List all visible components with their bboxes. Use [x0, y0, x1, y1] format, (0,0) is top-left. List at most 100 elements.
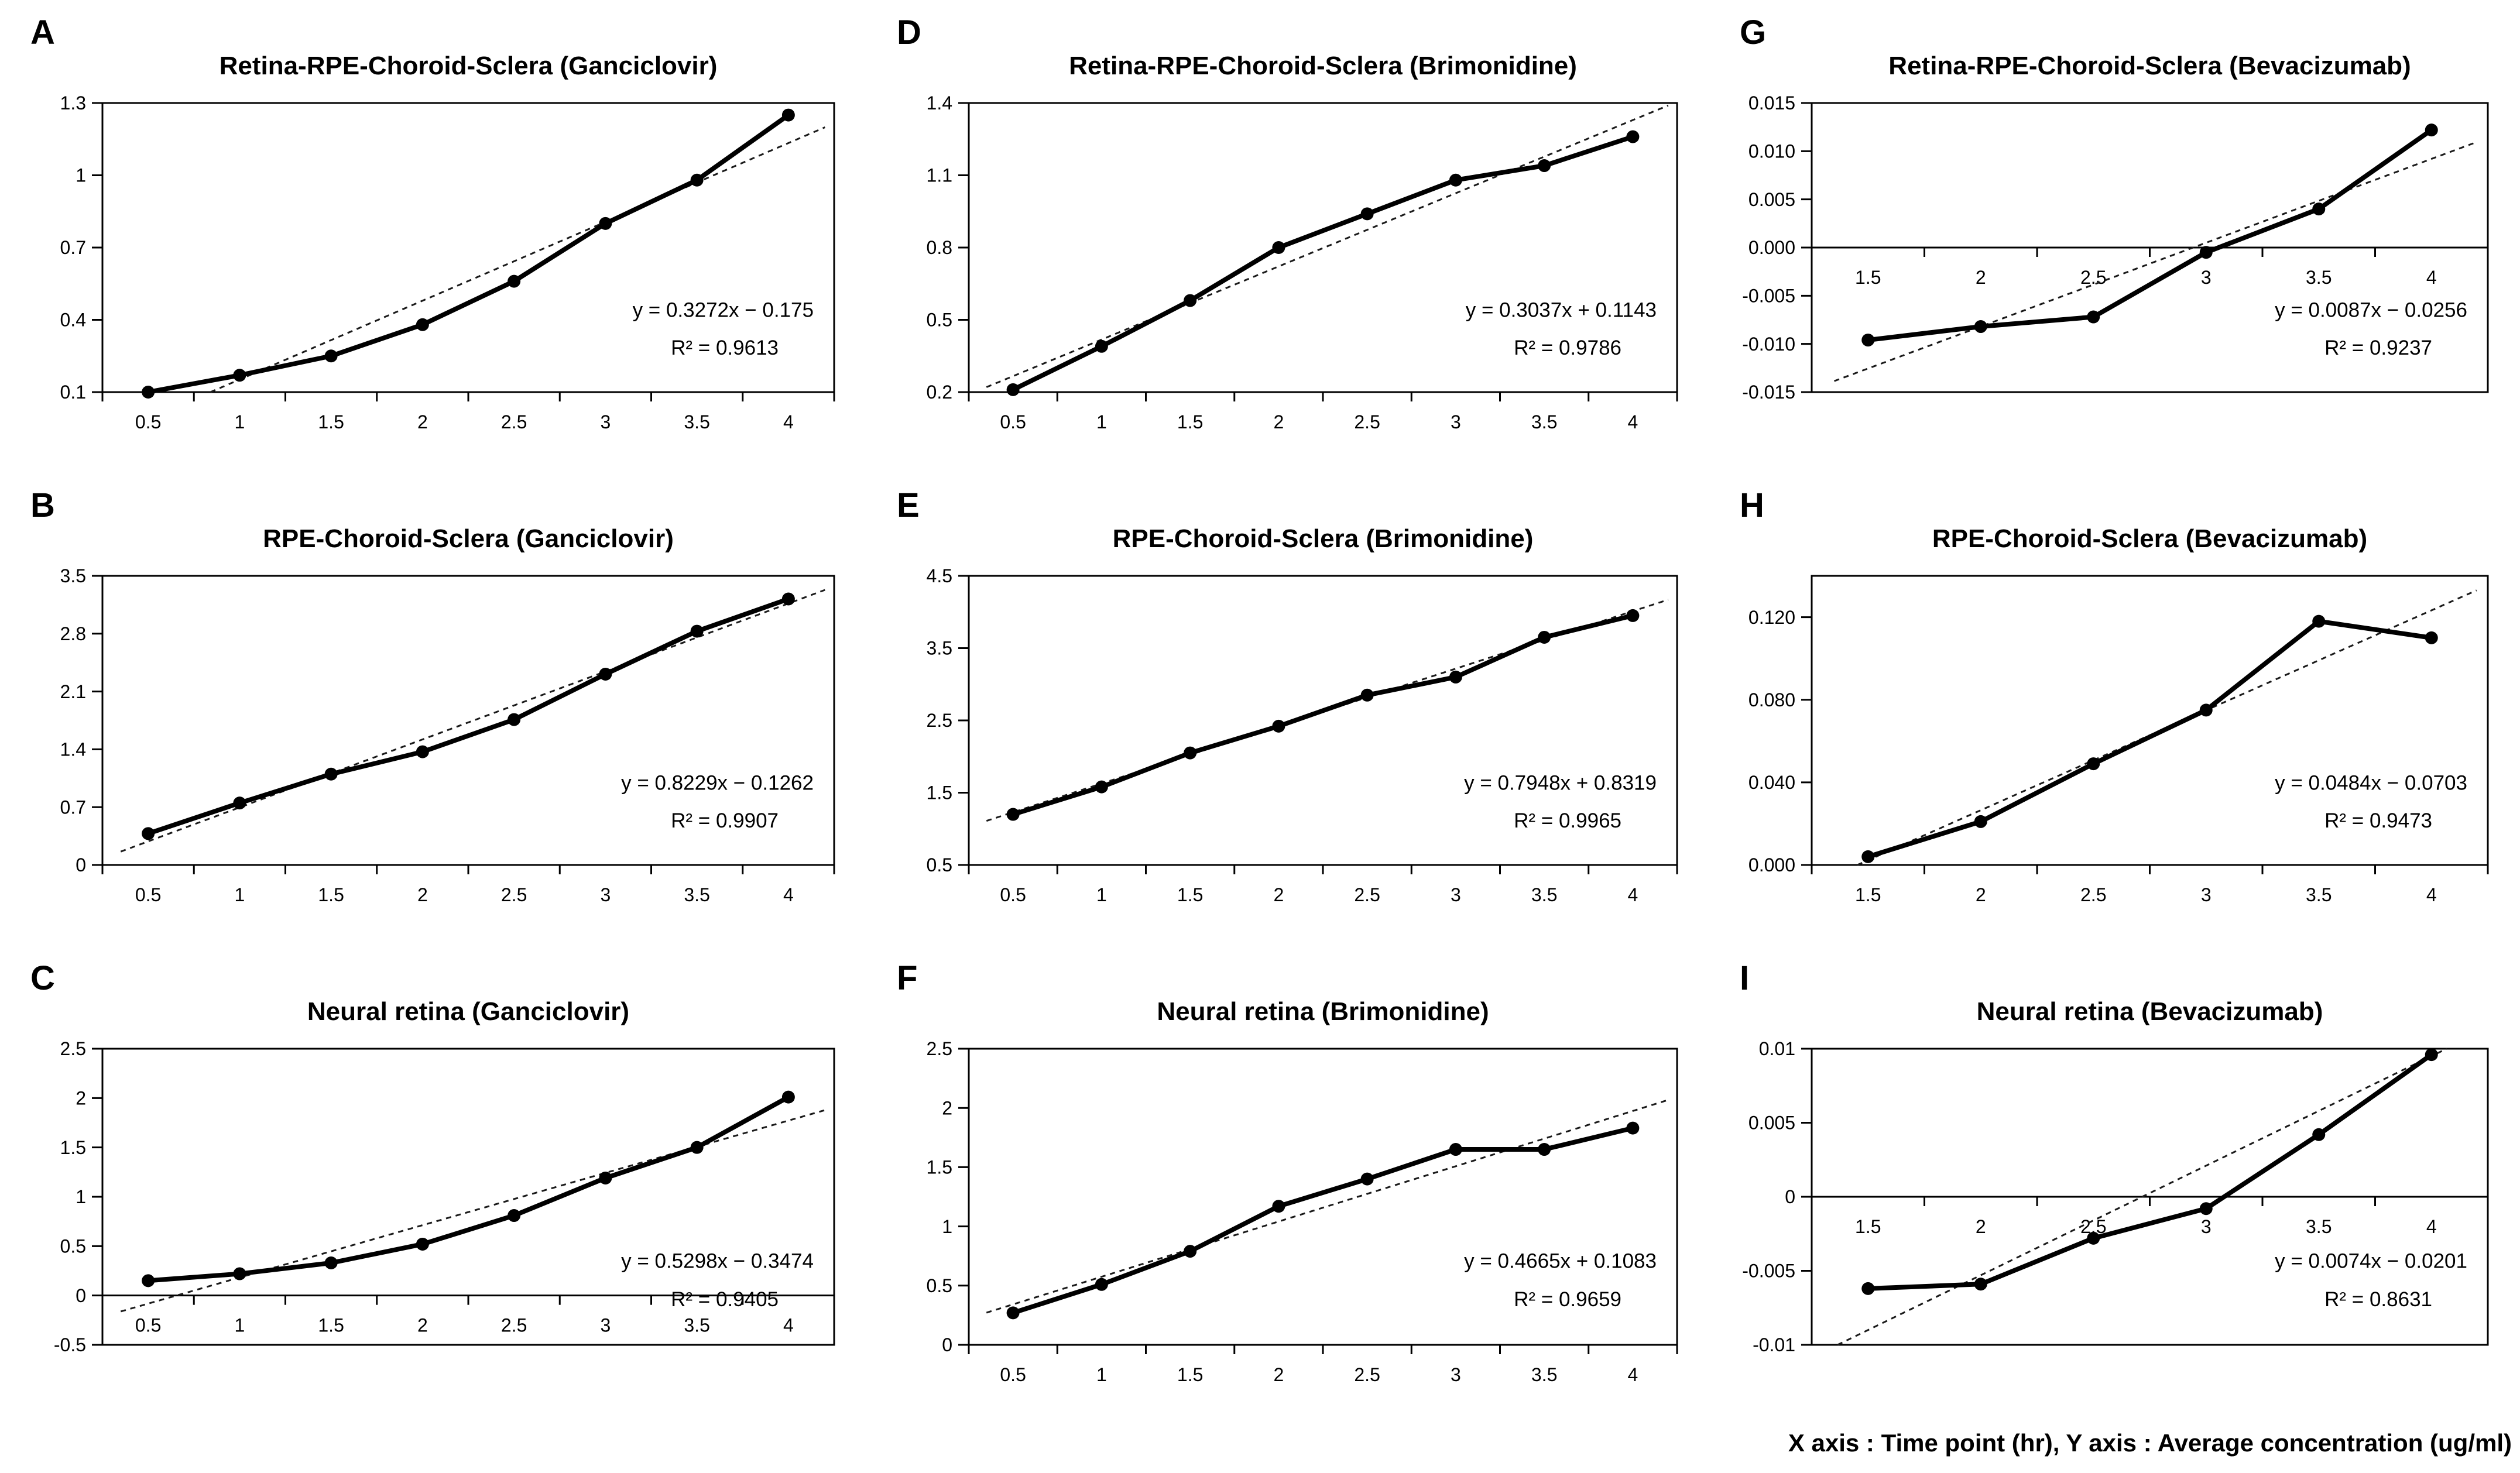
- y-tick-label: 0.01: [1759, 1038, 1795, 1059]
- y-tick-label: 2.5: [927, 1038, 952, 1059]
- trend-equation-label: y = 0.3272x − 0.175: [633, 299, 814, 322]
- panel-letter-H: H: [1740, 486, 1765, 524]
- data-point: [2425, 631, 2438, 644]
- y-tick-label: 0: [76, 854, 86, 875]
- x-tick-label: 4: [2426, 267, 2437, 288]
- data-point: [1861, 334, 1875, 347]
- x-tick-label: 4: [2426, 1216, 2437, 1237]
- chart-panel-G: G Retina-RPE-Choroid-Sclera (Bevacizumab)…: [1709, 0, 2520, 473]
- data-series-line: [1866, 619, 2434, 859]
- trend-r2-label: R² = 0.9405: [671, 1288, 779, 1311]
- chart-title: Retina-RPE-Choroid-Sclera (Brimonidine): [1069, 51, 1577, 80]
- x-tick-label: 3.5: [1531, 884, 1557, 905]
- data-point: [1360, 207, 1374, 221]
- data-point: [142, 386, 155, 399]
- chart-plot-area-H: 0.000 0.040 0.080 0.120 1.5 2 2.5 3 3.5 4 y = 0.04…: [1748, 575, 2489, 905]
- data-series-line: [146, 1094, 791, 1283]
- data-point: [1006, 1306, 1020, 1320]
- x-tick-label: 2.5: [501, 411, 527, 432]
- y-tick-label: 3.5: [927, 638, 952, 659]
- y-tick-label: 0.7: [60, 796, 86, 818]
- x-tick-label: 3.5: [1531, 411, 1557, 432]
- data-series-line: [146, 596, 791, 836]
- y-tick-label: 0.5: [927, 854, 952, 875]
- data-point: [1449, 1143, 1462, 1156]
- x-tick-label: 1: [1096, 884, 1107, 905]
- data-point: [508, 713, 521, 726]
- data-point: [690, 173, 704, 187]
- chart-plot-area-B: 0 0.7 1.4 2.1 2.8 3.5 0.5 1 1.5 2 2.5 3 3.5 4 y = 0.82…: [60, 565, 835, 905]
- y-tick-label: 0.010: [1748, 141, 1795, 162]
- data-point: [324, 1256, 338, 1270]
- trend-r2-label: R² = 0.9907: [671, 809, 779, 832]
- y-tick-label: 2.5: [927, 710, 952, 731]
- x-tick-label: 4: [2426, 884, 2437, 905]
- data-point: [416, 318, 429, 331]
- chart-title: RPE-Choroid-Sclera (Bevacizumab): [1932, 524, 2368, 553]
- x-tick-label: 1.5: [1855, 1216, 1881, 1237]
- y-tick-label: 0.4: [60, 310, 86, 331]
- x-tick-label: 0.5: [135, 1315, 161, 1336]
- data-point: [508, 1209, 521, 1223]
- x-tick-label: 2.5: [1354, 884, 1380, 905]
- y-tick-label: 2: [942, 1097, 952, 1118]
- x-tick-label: 1: [234, 411, 245, 432]
- chart-plot-area-G: -0.015 -0.010 -0.005 0.000 0.005 0.010 0.015 1.…: [1742, 92, 2489, 403]
- panel-letter-I: I: [1740, 959, 1750, 997]
- data-point: [599, 1171, 612, 1184]
- x-tick-label: 3: [600, 1315, 611, 1336]
- x-tick-label: 3.5: [2306, 884, 2332, 905]
- x-tick-label: 4: [783, 1315, 794, 1336]
- data-point: [1184, 1245, 1197, 1258]
- x-tick-label: 1: [1096, 1364, 1107, 1385]
- y-tick-label: -0.015: [1742, 382, 1795, 403]
- y-tick-label: -0.01: [1753, 1334, 1795, 1355]
- data-series-line: [1866, 128, 2434, 343]
- data-point: [416, 745, 429, 758]
- chart-plot-area-E: 0.5 1.5 2.5 3.5 4.5 0.5 1 1.5 2 2.5 3 3.5 4 y = 0.794…: [927, 565, 1678, 905]
- y-tick-label: 1.4: [927, 92, 952, 114]
- data-point: [1861, 1282, 1875, 1295]
- chart-panel-F: F Neural retina (Brimonidine) 0 0.5 1 1.5 2 2.5…: [866, 946, 1709, 1426]
- y-tick-label: 0.015: [1748, 92, 1795, 114]
- chart-panel-D: D Retina-RPE-Choroid-Sclera (Brimonidine)…: [866, 0, 1709, 473]
- x-tick-label: 1.5: [1855, 267, 1881, 288]
- trend-equation-label: y = 0.5298x − 0.3474: [621, 1249, 814, 1272]
- data-series-line: [1010, 613, 1636, 817]
- data-point: [2425, 123, 2438, 137]
- y-tick-label: 2: [76, 1088, 86, 1109]
- y-tick-label: 0.1: [60, 382, 86, 403]
- y-tick-label: 0.005: [1748, 1113, 1795, 1134]
- data-point: [1184, 746, 1197, 760]
- data-point: [1538, 159, 1551, 173]
- data-point: [142, 1274, 155, 1287]
- y-tick-label: 1.5: [60, 1137, 86, 1158]
- data-series-line: [146, 112, 791, 394]
- trend-equation-label: y = 0.8229x − 0.1262: [621, 772, 814, 795]
- chart-title: Neural retina (Ganciclovir): [307, 997, 630, 1026]
- chart-title: Neural retina (Bevacizumab): [1976, 997, 2323, 1026]
- y-tick-label: 0.040: [1748, 772, 1795, 793]
- x-tick-label: 4: [783, 884, 794, 905]
- data-point: [2312, 1128, 2326, 1141]
- chart-title: Retina-RPE-Choroid-Sclera (Bevacizumab): [1888, 51, 2411, 80]
- data-point: [2312, 202, 2326, 216]
- y-tick-label: -0.005: [1742, 286, 1795, 307]
- data-point: [1626, 1121, 1640, 1135]
- chart-title: RPE-Choroid-Sclera (Ganciclovir): [263, 524, 674, 553]
- x-tick-label: 3: [2201, 267, 2212, 288]
- x-tick-label: 2.5: [1354, 1364, 1380, 1385]
- data-point: [2087, 310, 2100, 324]
- y-tick-label: -0.5: [54, 1334, 86, 1355]
- data-point: [2087, 1231, 2100, 1245]
- x-tick-label: 3: [2201, 1216, 2212, 1237]
- x-tick-label: 2.5: [501, 884, 527, 905]
- data-point: [508, 274, 521, 288]
- trend-equation-label: y = 0.0087x − 0.0256: [2275, 299, 2467, 322]
- data-point: [1272, 1200, 1285, 1213]
- chart-plot-area-F: 0 0.5 1 1.5 2 2.5 0.5 1 1.5 2 2.5 3 3.5 4 y = 0.4665x …: [927, 1038, 1678, 1385]
- x-tick-label: 2: [1976, 267, 1986, 288]
- y-tick-label: 2.5: [60, 1038, 86, 1059]
- trend-line: [1833, 141, 2477, 382]
